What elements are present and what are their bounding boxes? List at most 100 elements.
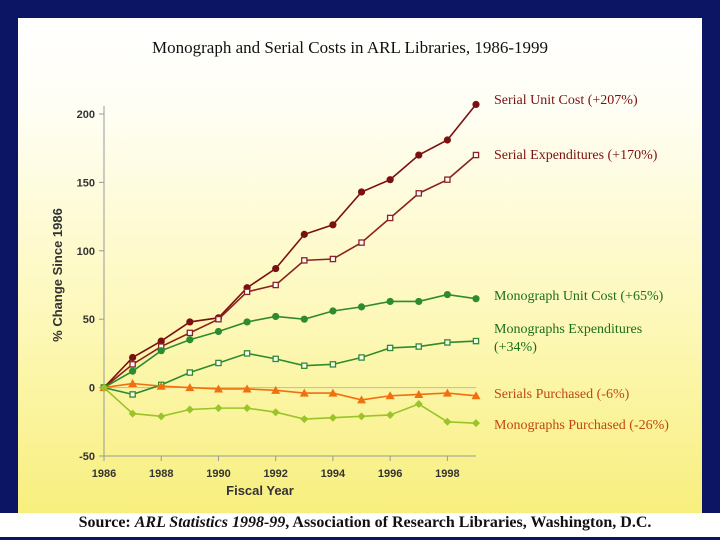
series-label: Monograph Unit Cost (+65%)	[494, 289, 664, 304]
series-label: Monographs Expenditures (+34%)	[494, 322, 642, 355]
series-serial-expenditures	[100, 151, 480, 391]
data-point	[186, 336, 194, 344]
data-point	[386, 214, 394, 222]
data-point	[299, 388, 309, 397]
data-point	[100, 383, 108, 392]
data-point	[442, 388, 452, 397]
data-point	[157, 337, 165, 345]
series-label: Monographs Purchased (-26%)	[494, 418, 669, 433]
y-axis-title: % Change Since 1986	[50, 208, 65, 342]
data-point	[329, 255, 337, 263]
y-tick-label: 150	[77, 177, 95, 189]
series-monographs-purchased	[100, 383, 480, 428]
data-point	[415, 190, 423, 197]
data-point	[414, 400, 423, 409]
x-tick-label: 1998	[435, 468, 459, 480]
source-bar	[0, 513, 720, 537]
data-point	[243, 350, 251, 357]
data-point	[415, 297, 423, 306]
data-point	[214, 327, 223, 336]
slide-number: 4	[700, 514, 706, 526]
data-point	[185, 405, 194, 414]
series-line	[103, 387, 477, 424]
data-point	[386, 176, 394, 184]
y-tick-label: 200	[77, 109, 95, 121]
data-point	[215, 315, 222, 323]
data-point	[443, 290, 451, 299]
data-point	[271, 408, 280, 417]
series-labels: Serial Unit Cost (+207%) Serial Expenditu…	[494, 93, 669, 433]
data-point	[357, 395, 367, 404]
x-tick-label: 1990	[206, 468, 230, 480]
data-point	[358, 239, 365, 246]
slide-panel	[18, 18, 702, 525]
data-point	[186, 369, 194, 376]
data-point	[272, 281, 279, 289]
data-point	[129, 367, 137, 375]
data-point	[301, 257, 308, 264]
data-point	[213, 384, 223, 393]
data-point	[329, 221, 337, 229]
data-point	[215, 359, 222, 367]
data-point	[472, 151, 480, 159]
series-serials-purchased	[99, 378, 481, 404]
source-prefix: Source:	[78, 514, 135, 531]
series-line	[103, 103, 477, 389]
data-point	[357, 303, 366, 311]
data-point	[358, 354, 365, 361]
data-point	[272, 264, 280, 273]
data-point	[386, 344, 394, 352]
data-point	[157, 412, 166, 421]
series-serial-unit-cost	[100, 100, 480, 392]
data-point	[386, 297, 394, 306]
data-point	[328, 413, 337, 422]
data-point	[472, 295, 480, 303]
data-point	[300, 230, 308, 238]
data-point	[156, 381, 166, 390]
data-point	[472, 337, 480, 345]
x-axis-title: Fiscal Year	[226, 483, 294, 498]
data-point	[186, 318, 194, 326]
data-point	[186, 329, 194, 337]
data-point	[243, 288, 251, 296]
x-tick-label: 1992	[263, 468, 287, 480]
x-tick-label: 1994	[321, 468, 346, 480]
data-point	[271, 385, 281, 394]
y-tick-label: 0	[89, 383, 95, 395]
data-point	[414, 389, 424, 398]
data-point	[242, 384, 252, 393]
series-layer	[99, 100, 481, 428]
x-tick-label: 1986	[92, 468, 116, 480]
data-point	[386, 410, 395, 419]
series-line	[103, 340, 477, 396]
data-point	[415, 151, 423, 159]
source-citation: Source: ARL Statistics 1998-99, Associat…	[30, 514, 700, 532]
series-monograph-unit-cost	[100, 290, 480, 392]
data-point	[443, 417, 452, 426]
data-point	[444, 339, 451, 346]
data-point	[443, 136, 451, 144]
data-point	[301, 362, 308, 369]
x-tick-label: 1988	[149, 468, 173, 480]
data-point	[214, 404, 223, 413]
data-point	[157, 347, 165, 355]
data-point	[243, 404, 252, 413]
data-point	[472, 419, 480, 428]
data-point	[385, 391, 395, 400]
axes: -50 0 50 100 150 200 1986 1988 1990 1992 1994 1996 1…	[50, 106, 476, 498]
data-point	[329, 361, 337, 368]
data-point	[415, 343, 423, 350]
series-line	[103, 293, 477, 389]
data-point	[471, 391, 481, 400]
data-point	[129, 391, 136, 398]
series-label: Serial Unit Cost (+207%)	[494, 93, 638, 108]
series-label: Serials Purchased (-6%)	[494, 387, 630, 402]
source-title: ARL Statistics 1998-99	[134, 514, 286, 531]
data-point	[472, 100, 480, 109]
series-line	[103, 154, 477, 389]
data-point	[328, 388, 338, 397]
data-point	[129, 353, 137, 362]
data-point	[300, 415, 309, 424]
y-tick-label: 100	[77, 246, 95, 258]
data-point	[357, 412, 366, 421]
